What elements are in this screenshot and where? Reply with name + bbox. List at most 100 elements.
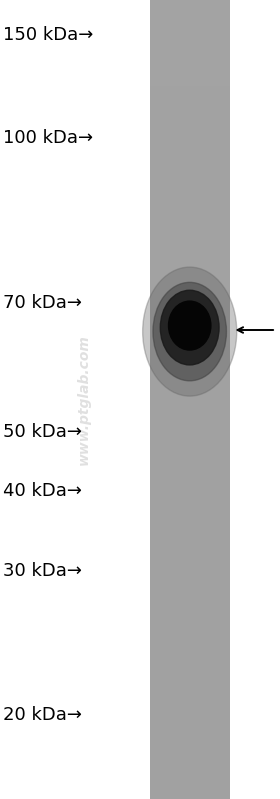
Bar	[150, 627, 230, 630]
Bar	[150, 691, 230, 694]
Bar	[150, 679, 230, 682]
Bar	[150, 659, 230, 662]
Bar	[150, 473, 230, 476]
Bar	[150, 710, 230, 712]
Bar	[150, 321, 230, 324]
Bar	[150, 439, 230, 442]
Bar	[150, 329, 230, 332]
Bar	[150, 252, 230, 254]
Bar	[150, 309, 230, 312]
Bar	[150, 348, 230, 350]
Text: 150 kDa→: 150 kDa→	[3, 26, 93, 44]
Bar	[150, 153, 230, 157]
Bar	[150, 142, 230, 145]
Bar	[150, 574, 230, 576]
Bar	[150, 46, 230, 49]
Bar	[150, 192, 230, 194]
Bar	[150, 558, 230, 560]
Bar	[150, 569, 230, 572]
Bar	[150, 70, 230, 73]
Bar	[150, 747, 230, 749]
Bar	[150, 233, 230, 237]
Bar	[150, 6, 230, 9]
Bar	[150, 272, 230, 274]
Bar	[150, 246, 230, 248]
Bar	[150, 178, 230, 181]
Bar	[150, 124, 230, 126]
Bar	[150, 503, 230, 506]
Bar	[150, 619, 230, 622]
Bar	[150, 225, 230, 229]
Bar	[150, 248, 230, 250]
Bar	[150, 273, 230, 276]
Bar	[150, 703, 230, 706]
Bar	[150, 455, 230, 458]
Bar	[150, 282, 230, 284]
Bar	[150, 196, 230, 198]
Bar	[150, 90, 230, 93]
Bar	[150, 300, 230, 302]
Bar	[150, 58, 230, 61]
Bar	[150, 92, 230, 94]
Bar	[150, 68, 230, 70]
Bar	[150, 511, 230, 514]
Text: 20 kDa→: 20 kDa→	[3, 706, 82, 724]
Bar	[150, 72, 230, 74]
Bar	[150, 459, 230, 462]
Bar	[150, 446, 230, 448]
Bar	[150, 0, 230, 2]
Bar	[150, 687, 230, 690]
Bar	[150, 188, 230, 190]
Bar	[150, 54, 230, 57]
Ellipse shape	[160, 290, 219, 365]
Text: 40 kDa→: 40 kDa→	[3, 482, 82, 500]
Bar	[150, 510, 230, 512]
Bar	[150, 400, 230, 402]
Bar	[150, 755, 230, 757]
Bar	[150, 635, 230, 638]
Bar	[150, 257, 230, 260]
Bar	[150, 276, 230, 278]
Bar	[150, 204, 230, 206]
Bar	[150, 116, 230, 118]
Bar	[150, 401, 230, 404]
Bar	[150, 8, 230, 10]
Bar	[150, 423, 230, 426]
Bar	[150, 654, 230, 656]
Bar	[150, 66, 230, 69]
Bar	[150, 148, 230, 150]
Bar	[150, 372, 230, 374]
Bar	[150, 305, 230, 308]
Bar	[150, 98, 230, 101]
Bar	[150, 419, 230, 422]
Bar	[150, 663, 230, 666]
Bar	[150, 515, 230, 518]
Bar	[150, 172, 230, 174]
Bar	[150, 777, 230, 780]
Bar	[150, 38, 230, 41]
Bar	[150, 694, 230, 696]
Bar	[150, 534, 230, 536]
Bar	[150, 767, 230, 769]
Bar	[150, 739, 230, 741]
Bar	[150, 388, 230, 390]
Bar	[150, 479, 230, 482]
Bar	[150, 280, 230, 282]
Bar	[150, 352, 230, 354]
Bar	[150, 117, 230, 121]
Text: 50 kDa→: 50 kDa→	[3, 423, 82, 441]
Bar	[150, 449, 230, 452]
Bar	[150, 176, 230, 178]
Bar	[150, 50, 230, 53]
Bar	[150, 140, 230, 142]
Bar	[150, 487, 230, 490]
Bar	[150, 93, 230, 97]
Bar	[150, 555, 230, 558]
Bar	[150, 527, 230, 530]
Bar	[150, 381, 230, 384]
Bar	[150, 232, 230, 234]
Bar	[150, 711, 230, 714]
Bar	[150, 417, 230, 420]
Bar	[150, 763, 230, 765]
Bar	[150, 340, 230, 342]
